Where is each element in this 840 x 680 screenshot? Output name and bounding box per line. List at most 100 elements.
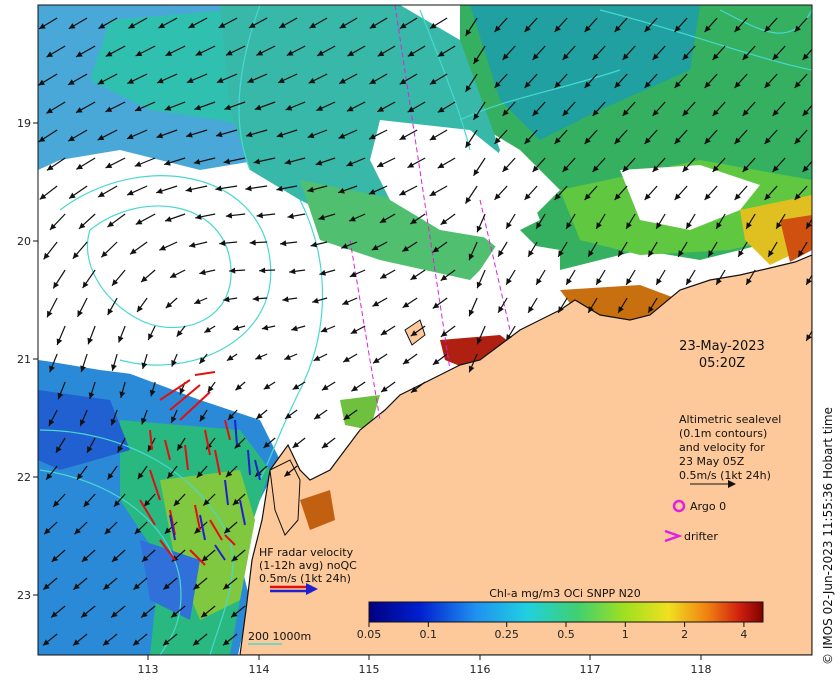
current-arrowhead — [103, 583, 110, 590]
current-arrowhead — [494, 137, 501, 144]
current-arrowhead — [410, 273, 418, 280]
current-arrowhead — [80, 365, 86, 372]
current-arrowhead — [105, 50, 113, 57]
current-arrowhead — [282, 296, 289, 303]
current-vectors — [38, 17, 812, 646]
current-arrowhead — [524, 25, 531, 32]
colorbar-title: Chl-a mg/m3 OCi SNPP N20 — [489, 587, 641, 600]
current-arrowhead — [276, 185, 283, 192]
current-arrowhead — [440, 218, 448, 225]
current-arrowhead — [69, 192, 76, 199]
current-arrowhead — [284, 470, 291, 477]
current-arrowhead — [524, 137, 531, 144]
current-arrowhead — [247, 77, 255, 83]
current-arrowhead — [596, 222, 602, 229]
current-arrowhead — [203, 499, 210, 506]
current-arrowhead — [165, 301, 173, 309]
current-arrowhead — [377, 161, 384, 167]
current-arrowhead — [83, 500, 90, 507]
hf-radar-arrow — [139, 499, 156, 526]
current-arrowhead — [235, 384, 242, 391]
current-arrowhead — [626, 222, 632, 229]
current-arrowhead — [350, 328, 358, 334]
hf-radar-arrow — [184, 444, 189, 471]
hf-radar-arrow — [224, 419, 231, 441]
current-arrowhead — [381, 386, 388, 393]
current-arrowhead — [704, 137, 711, 144]
current-arrowhead — [377, 50, 385, 57]
current-arrowhead — [215, 131, 223, 138]
current-arrowhead — [43, 252, 50, 260]
current-arrowhead — [704, 81, 711, 88]
current-arrowhead — [196, 471, 204, 478]
current-arrowhead — [343, 356, 350, 363]
current-arrowhead — [193, 158, 201, 165]
current-arrowhead — [802, 53, 809, 60]
current-arrowhead — [225, 49, 233, 56]
current-arrowhead — [164, 159, 171, 166]
current-arrowhead — [256, 412, 263, 419]
current-arrowhead — [764, 81, 771, 88]
current-arrowhead — [51, 555, 59, 562]
current-arrowhead — [626, 278, 632, 285]
current-arrowhead — [289, 268, 296, 275]
map-time: 05:20Z — [699, 356, 745, 371]
current-arrowhead — [644, 81, 651, 88]
current-arrowhead — [429, 190, 437, 196]
current-arrowhead — [764, 137, 771, 144]
hf-radar-arrow — [159, 539, 176, 561]
current-arrowhead — [97, 78, 105, 85]
current-arrowhead — [678, 250, 684, 257]
current-arrowhead — [794, 25, 801, 32]
current-arrowhead — [772, 165, 779, 172]
current-arrowhead — [307, 186, 314, 193]
current-arrowhead — [554, 25, 561, 32]
current-arrowhead — [742, 109, 749, 116]
current-arrowhead — [98, 191, 105, 198]
current-arrowhead — [285, 104, 293, 111]
lon-tick-label: 118 — [691, 663, 712, 676]
current-arrowhead — [369, 133, 376, 140]
current-arrowhead — [170, 272, 177, 278]
current-arrowhead — [79, 419, 86, 427]
current-arrowhead — [476, 225, 483, 233]
current-arrowhead — [704, 25, 711, 32]
current-arrowhead — [291, 325, 298, 332]
current-arrowhead — [373, 357, 380, 364]
current-arrowhead — [558, 306, 564, 313]
svg-text:(1-12h avg) noQC: (1-12h avg) noQC — [259, 559, 357, 572]
current-arrowhead — [410, 386, 418, 393]
current-arrowhead — [734, 193, 741, 200]
current-arrowhead — [112, 279, 119, 286]
current-arrowhead — [313, 355, 321, 361]
current-arrowhead — [163, 639, 170, 646]
current-arrowhead — [498, 306, 504, 313]
hf-radar-arrow — [239, 499, 246, 526]
hf-radar-arrow — [149, 469, 161, 501]
current-arrowhead — [652, 165, 659, 172]
current-arrowhead — [371, 244, 379, 251]
current-arrowhead — [802, 109, 809, 116]
current-arrowhead — [193, 583, 200, 590]
lat-tick-label: 19 — [17, 117, 31, 130]
current-arrowhead — [704, 193, 711, 200]
current-arrowhead — [494, 193, 501, 200]
current-arrowhead — [81, 611, 88, 618]
current-arrowhead — [473, 169, 480, 176]
map-date: 23-May-2023 — [679, 339, 765, 354]
current-arrowhead — [263, 441, 271, 448]
lon-tick-label: 113 — [138, 663, 159, 676]
hf-radar-arrow — [214, 449, 221, 476]
current-arrowhead — [207, 385, 214, 393]
current-arrowhead — [320, 326, 328, 333]
current-arrowhead — [618, 250, 624, 257]
current-arrowhead — [596, 278, 602, 285]
current-arrowhead — [674, 81, 681, 88]
hf-radar-arrow — [194, 371, 216, 376]
current-arrowhead — [584, 137, 591, 144]
current-arrowhead — [437, 162, 445, 169]
current-arrowhead — [314, 413, 321, 420]
current-arrowhead — [562, 53, 569, 60]
current-arrowhead — [189, 241, 196, 248]
